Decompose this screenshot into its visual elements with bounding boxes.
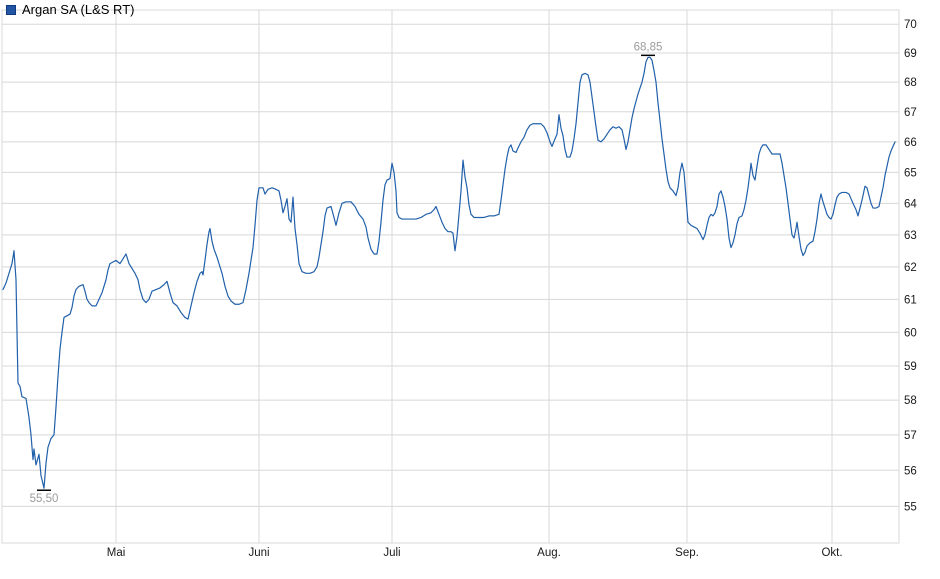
y-axis-tick-label: 70	[904, 19, 917, 31]
chart-legend: Argan SA (L&S RT)	[6, 3, 134, 17]
x-axis-tick-label: Juli	[383, 547, 400, 559]
y-axis-tick-label: 69	[904, 48, 917, 60]
plot-border	[1, 9, 900, 544]
y-axis-tick-label: 66	[904, 137, 917, 149]
y-axis-tick-label: 57	[904, 430, 917, 442]
x-axis-tick-label: Okt.	[821, 547, 842, 559]
y-axis-tick-label: 55	[904, 501, 917, 513]
series-color-swatch-icon	[6, 5, 16, 15]
y-axis-tick-label: 60	[904, 327, 917, 339]
y-axis-tick-label: 64	[904, 198, 917, 210]
y-axis-tick-label: 63	[904, 230, 917, 242]
y-axis-tick-label: 65	[904, 167, 917, 179]
y-axis-tick-label: 68	[904, 77, 917, 89]
price-line	[2, 56, 896, 489]
x-axis-tick-label: Sep.	[675, 547, 699, 559]
y-axis-tick-label: 59	[904, 361, 917, 373]
x-axis-tick-label: Mai	[107, 547, 126, 559]
y-axis-tick-label: 58	[904, 395, 917, 407]
y-axis-tick-label: 62	[904, 262, 917, 274]
x-axis-tick-label: Juni	[248, 547, 269, 559]
chart-title: Argan SA (L&S RT)	[22, 2, 135, 17]
y-axis-tick-label: 56	[904, 465, 917, 477]
y-axis-tick-label: 67	[904, 107, 917, 119]
low-annotation-label: 55,50	[30, 493, 59, 505]
x-axis-tick-label: Aug.	[537, 547, 561, 559]
y-axis-tick-label: 61	[904, 294, 917, 306]
high-annotation-label: 68,85	[634, 41, 663, 53]
